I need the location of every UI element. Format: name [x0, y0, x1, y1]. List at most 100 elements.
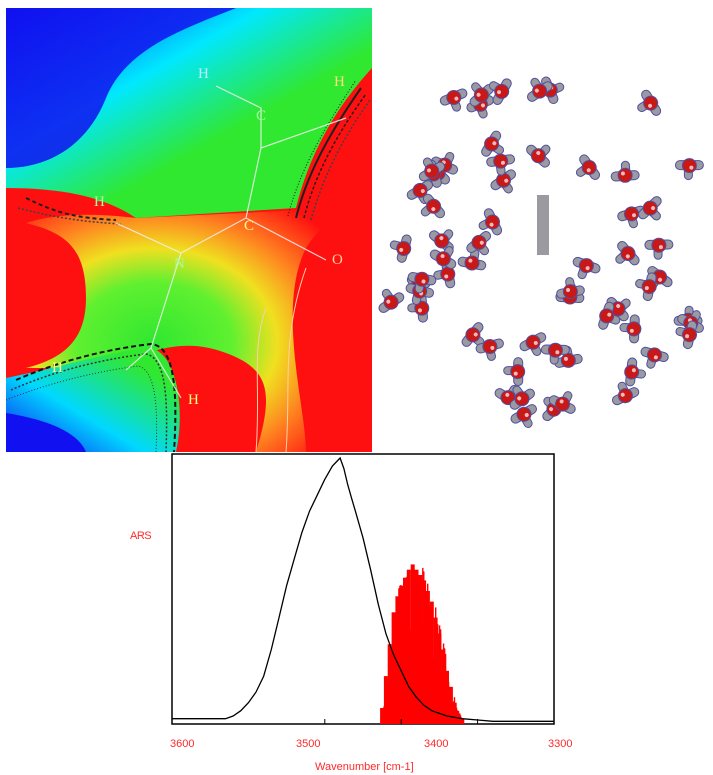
atom-label-o: O [332, 252, 343, 268]
red-bar [422, 567, 424, 724]
red-bar [429, 605, 431, 724]
water-molecule [490, 169, 516, 194]
atom-label-h-left: H [94, 194, 105, 210]
red-bar [390, 660, 392, 724]
water-molecule [503, 357, 526, 387]
contour-map-graphic [5, 8, 372, 453]
red-bar [430, 614, 432, 724]
red-bar [392, 615, 394, 724]
red-bar [437, 639, 440, 724]
red-bar [423, 571, 425, 724]
red-bar [456, 710, 459, 724]
water-molecule [637, 89, 662, 116]
plot-frame [171, 453, 555, 725]
red-bar [389, 664, 391, 724]
water-molecule [389, 234, 412, 263]
red-bar [412, 592, 414, 724]
red-bar [404, 577, 406, 724]
water-molecule [519, 332, 547, 356]
red-bar [460, 717, 463, 724]
red-bar [455, 707, 458, 724]
red-bar [453, 697, 456, 724]
water-molecule [540, 342, 570, 365]
x-tick-label: 3300 [548, 738, 573, 750]
red-bar [385, 691, 387, 724]
water-molecule [619, 314, 642, 344]
atom-label-h-right: H [334, 74, 345, 90]
red-bar [459, 715, 462, 724]
water-molecule [674, 158, 704, 181]
red-bar [445, 686, 448, 724]
water-molecule [640, 346, 669, 369]
water-molecule [526, 144, 551, 168]
water-molecule [638, 196, 662, 221]
water-molecule [556, 277, 585, 300]
red-bar [426, 634, 428, 724]
x-tick-label: 3600 [170, 738, 195, 750]
red-bar [408, 613, 410, 724]
red-bar [420, 604, 422, 724]
water-molecule [406, 180, 433, 204]
red-bar [414, 613, 416, 724]
atom-label-h-top: H [198, 66, 209, 82]
red-bar [416, 636, 418, 724]
water-molecule [439, 88, 468, 112]
red-bar [401, 635, 403, 724]
red-bar [405, 593, 407, 724]
red-bar [395, 617, 397, 724]
water-molecule [378, 288, 405, 313]
water-molecule [612, 381, 640, 406]
water-molecule [486, 153, 516, 176]
red-bar [411, 574, 413, 724]
water-molecule [478, 208, 503, 236]
red-bar [427, 583, 429, 724]
red-bar [403, 620, 405, 724]
atom-label-h-lower-right: H [188, 392, 199, 408]
red-bar [449, 697, 452, 724]
red-bar [425, 632, 427, 724]
red-bar [384, 687, 386, 724]
red-bar [451, 705, 454, 724]
spectrum-plot-area [171, 453, 555, 725]
water-molecule [407, 271, 437, 294]
contour-map-panel: H H C H N C O H H [5, 8, 372, 453]
atom-label-c-upper: C [256, 108, 267, 124]
red-bar [407, 612, 409, 724]
atom-label-n: N [174, 256, 185, 272]
water-molecule [475, 338, 504, 361]
red-bar [394, 638, 396, 724]
red-bar [410, 629, 412, 724]
red-bar [388, 651, 390, 724]
red-bar [438, 625, 441, 724]
red-bar [409, 577, 411, 724]
red-bar [458, 717, 461, 724]
red-bar [440, 672, 443, 724]
red-bar [387, 683, 389, 724]
atom-label-h-lower-left: H [52, 360, 63, 376]
water-cluster-panel [372, 50, 710, 434]
water-molecule [488, 78, 512, 105]
red-bar [443, 648, 446, 724]
red-bar [448, 697, 451, 724]
water-molecule [461, 322, 485, 347]
red-bar [435, 607, 437, 724]
water-molecule [420, 193, 446, 219]
water-molecule [527, 77, 553, 102]
water-molecule [433, 259, 456, 289]
red-bar [415, 589, 417, 724]
water-molecule [509, 385, 535, 410]
red-bar [419, 639, 421, 724]
water-molecule [610, 160, 640, 183]
red-bar [446, 679, 449, 724]
red-bar [442, 643, 445, 724]
red-bar [382, 710, 384, 724]
red-bar [386, 677, 388, 724]
water-molecule [481, 130, 505, 157]
x-axis-label: Wavenumber [cm-1] [315, 761, 414, 773]
red-bar [428, 638, 430, 724]
spectrum-chart: ARS 3600 3500 3400 3300 Wavenumber [cm-1… [120, 452, 590, 775]
water-molecule [624, 357, 647, 387]
red-bar [441, 670, 444, 724]
red-bar [450, 695, 453, 724]
red-bar [433, 657, 435, 724]
